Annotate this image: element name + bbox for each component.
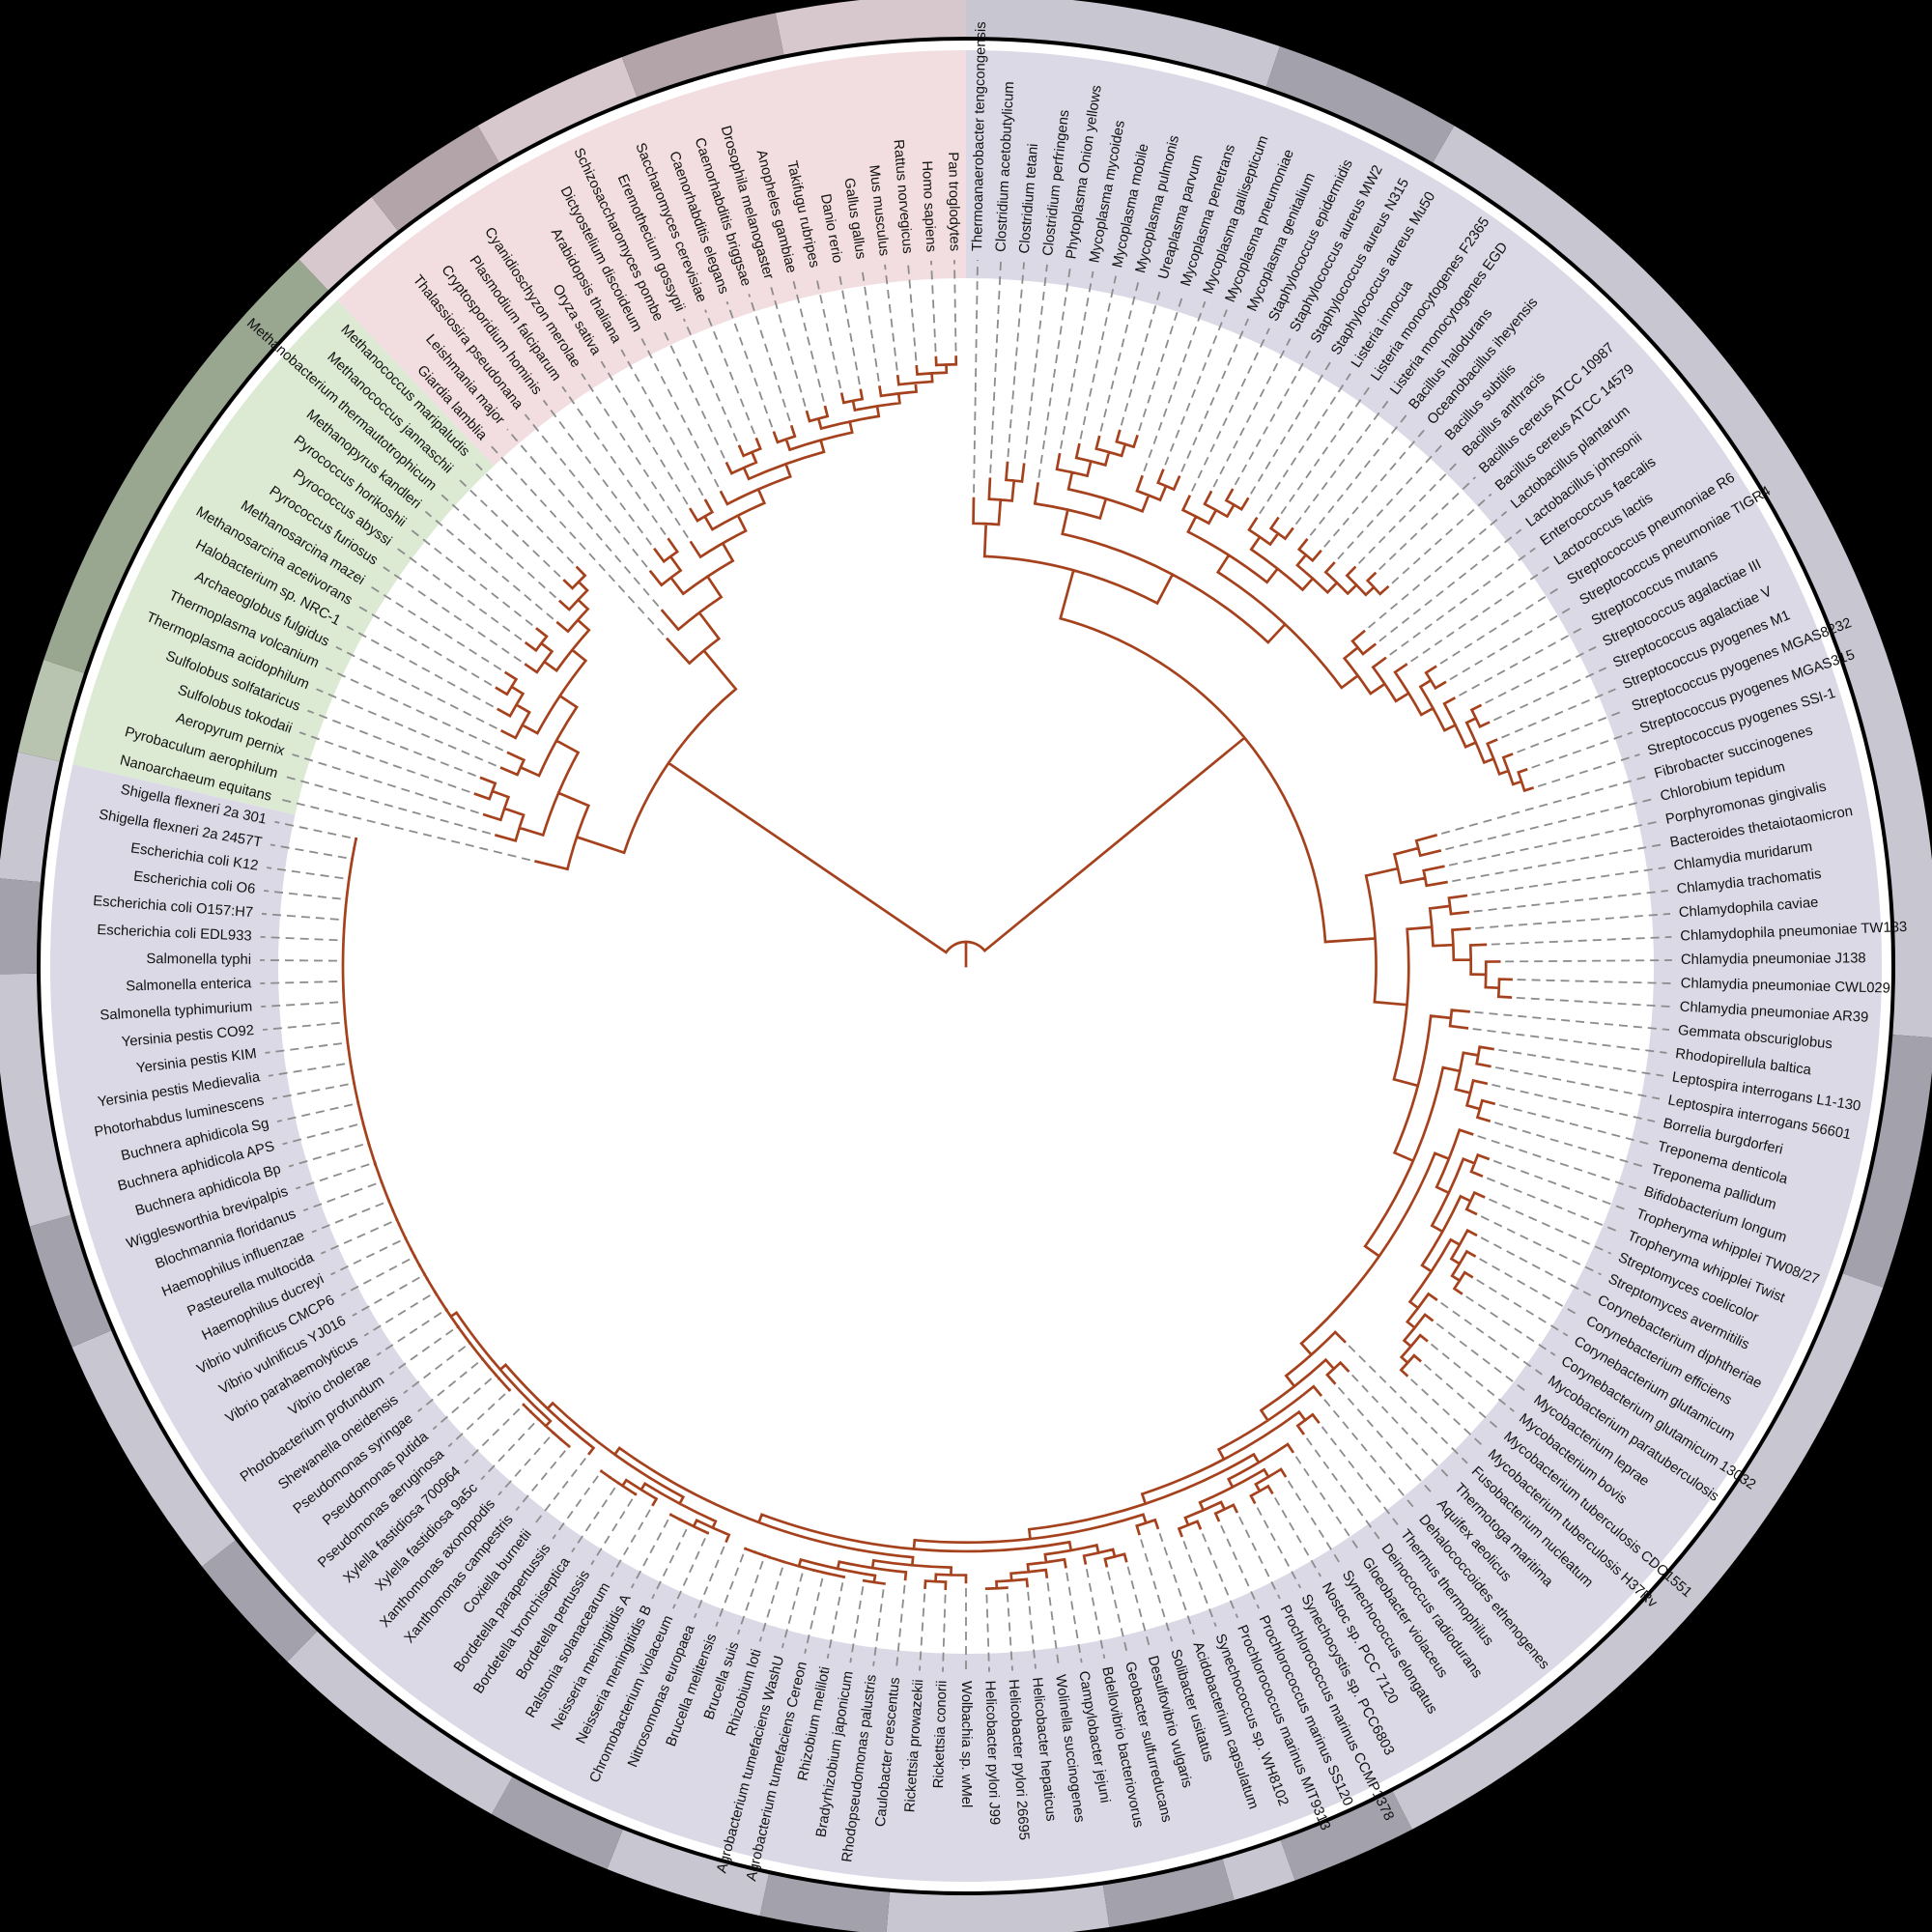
leaf-label: Salmonella typhi — [146, 952, 251, 968]
outer-ring-segment — [1392, 1273, 1884, 1830]
leaf-label: Thermoanaerobacter tengcongensis — [970, 21, 989, 251]
leaf-label: Chlamydia pneumoniae CWL029 — [1681, 976, 1890, 996]
outer-ring-segment — [0, 752, 60, 883]
outer-ring-segment — [17, 659, 85, 762]
outer-ring-segment — [1433, 126, 1932, 1038]
outer-ring-segment — [966, 0, 1280, 87]
outer-ring-segment — [477, 57, 638, 163]
leaf-label: Chlamydia pneumoniae J138 — [1681, 951, 1866, 968]
leaf-label: Salmonella enterica — [126, 976, 252, 994]
outer-ring-segment — [1842, 1035, 1932, 1288]
outer-ring-segment — [607, 1829, 769, 1917]
outer-ring-segment — [1222, 1840, 1295, 1900]
outer-ring-segment — [29, 1214, 112, 1348]
tree-branches — [341, 355, 1535, 1591]
outer-ring-segment — [287, 1631, 513, 1815]
leaf-label: Rickettsia conorii — [931, 1680, 951, 1788]
outer-ring-segment — [621, 13, 784, 98]
outer-ring-segment — [1102, 1859, 1235, 1927]
outer-ring-segment — [202, 1540, 318, 1662]
outer-ring-segment — [298, 196, 398, 291]
outer-ring-segment — [886, 1885, 1110, 1932]
outer-ring-segment — [43, 259, 328, 673]
outer-ring-segment — [491, 1776, 623, 1869]
outer-ring-segment — [759, 1874, 890, 1932]
leaf-label: Wolbachia sp. wMel — [958, 1681, 974, 1807]
leaf-label: Helicobacter pylori J99 — [981, 1680, 1002, 1825]
outer-ring-segment — [71, 1330, 236, 1567]
leaf-label: Pan troglodytes — [945, 152, 962, 251]
domain-sector-archaea — [72, 299, 495, 815]
outer-ring-segment — [1265, 45, 1455, 163]
leaf-connector-dashes — [260, 260, 1672, 1672]
domain-sector-eukaryota — [337, 50, 967, 467]
outer-ring-segment — [0, 973, 71, 1227]
outer-ring-segment — [1280, 1791, 1412, 1881]
outer-ring-segment — [775, 0, 966, 55]
leaf-label: Escherichia coli EDL933 — [97, 923, 252, 945]
leaf-label: Homo sapiens — [919, 160, 939, 252]
outer-ring-segment — [0, 878, 41, 975]
outer-ring-segment — [371, 126, 499, 231]
